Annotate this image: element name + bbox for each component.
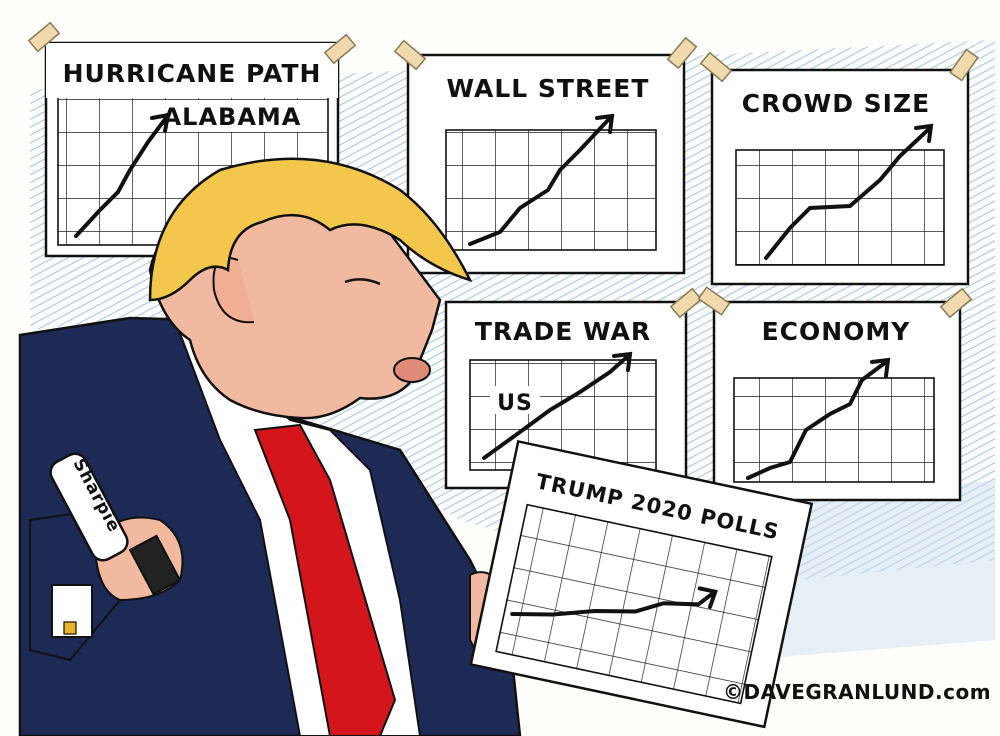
arrow-head-icon [150,112,171,133]
sign-wall-street: WALL STREET [406,53,686,275]
sign-title-wall-street: WALL STREET [447,74,650,103]
sign-crowd-size: CROWD SIZE [710,68,970,286]
sign-title-trade-war: TRADE WAR [475,317,651,346]
trend-line-economy [746,360,888,480]
arrow-head-icon [697,586,718,609]
cufflink-icon [63,621,77,635]
lips [393,357,431,383]
trend-line-crowd-size [764,126,932,260]
sign-economy: ECONOMY [712,300,962,502]
arrow-head-icon [914,123,934,143]
character-figure: Sharpie [18,157,522,736]
held-chart-polls: TRUMP 2020 POLLS [469,439,814,729]
trend-line-hurricane [74,116,168,238]
arrow-head-icon [595,113,615,134]
hair [148,157,473,302]
arrow-head-icon [870,357,891,378]
artist-credit: ©DAVEGRANLUND.com [723,680,992,704]
tape-pieces [27,21,979,319]
sign-title-economy: ECONOMY [762,317,911,346]
annotation-us: US [497,391,533,416]
sign-title-crowd-size: CROWD SIZE [742,89,930,118]
trend-line-trade-war [482,354,630,460]
arrow-head-icon [612,351,633,372]
sign-title-hurricane-path: HURRICANE PATH [63,59,322,88]
trend-line-wall-street [468,116,612,246]
trend-line-polls [510,591,715,617]
annotation-alabama: ALABAMA [163,103,302,131]
